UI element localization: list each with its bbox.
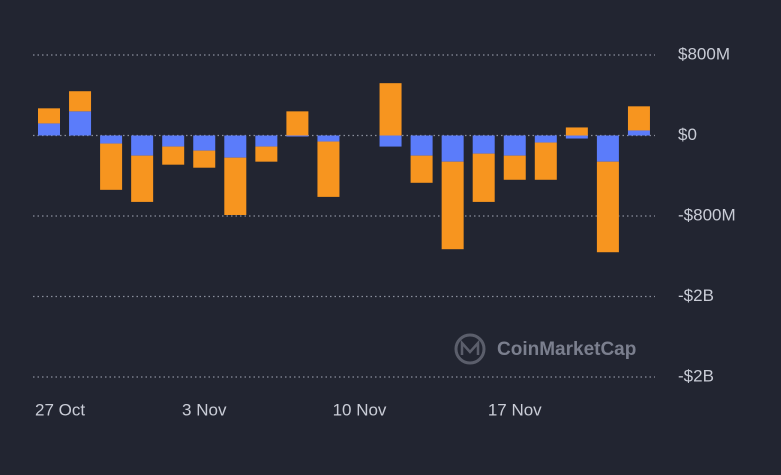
bar-segment <box>286 135 309 137</box>
bar-segment <box>193 150 216 168</box>
bar-segment <box>38 123 60 136</box>
x-tick-label: 27 Oct <box>35 400 85 419</box>
bar-segment <box>131 135 154 156</box>
bar-segment <box>379 135 402 147</box>
y-tick-label: -$800M <box>678 205 736 224</box>
bar-segment <box>317 135 340 142</box>
bar-segment <box>410 155 433 183</box>
bar-segment <box>596 161 619 253</box>
bar-segment <box>131 155 154 202</box>
bar-segment <box>472 135 495 154</box>
bar-segment <box>255 146 278 162</box>
bar-segment <box>596 135 619 162</box>
x-tick-label: 17 Nov <box>488 400 542 419</box>
bar-segment <box>100 135 123 144</box>
bar-segment <box>224 135 247 158</box>
bar-segment <box>503 155 526 180</box>
bar-segment <box>69 111 92 136</box>
watermark-logo <box>454 333 486 365</box>
bar-segment <box>69 91 92 112</box>
bar-segment <box>162 135 185 147</box>
x-tick-label: 10 Nov <box>333 400 387 419</box>
bar-segment <box>565 135 588 139</box>
bar-segment <box>162 146 185 165</box>
bar-segment <box>441 161 464 250</box>
bar-segment <box>472 153 495 202</box>
bar-segment <box>534 135 557 143</box>
bar-segment <box>38 108 60 124</box>
x-tick-label: 3 Nov <box>182 400 227 419</box>
bar-segment <box>286 111 309 136</box>
bar-segment <box>255 135 278 147</box>
bar-segment <box>441 135 464 162</box>
bar-segment <box>627 106 650 131</box>
bar-segment <box>379 83 402 136</box>
bar-segment <box>317 141 340 197</box>
y-tick-label: -$2B <box>678 286 714 305</box>
bar-segment <box>224 157 247 215</box>
bar-segment <box>627 130 650 136</box>
bar-segment <box>193 135 216 151</box>
y-tick-label: -$2B <box>678 366 714 385</box>
bar-segment <box>534 142 557 180</box>
bar-segment <box>410 135 433 156</box>
y-tick-label: $0 <box>678 125 697 144</box>
bar-segment <box>503 135 526 156</box>
bar-segment <box>100 143 123 190</box>
y-tick-label: $800M <box>678 44 730 63</box>
bar-segment <box>565 127 588 136</box>
watermark: CoinMarketCap <box>497 339 636 360</box>
